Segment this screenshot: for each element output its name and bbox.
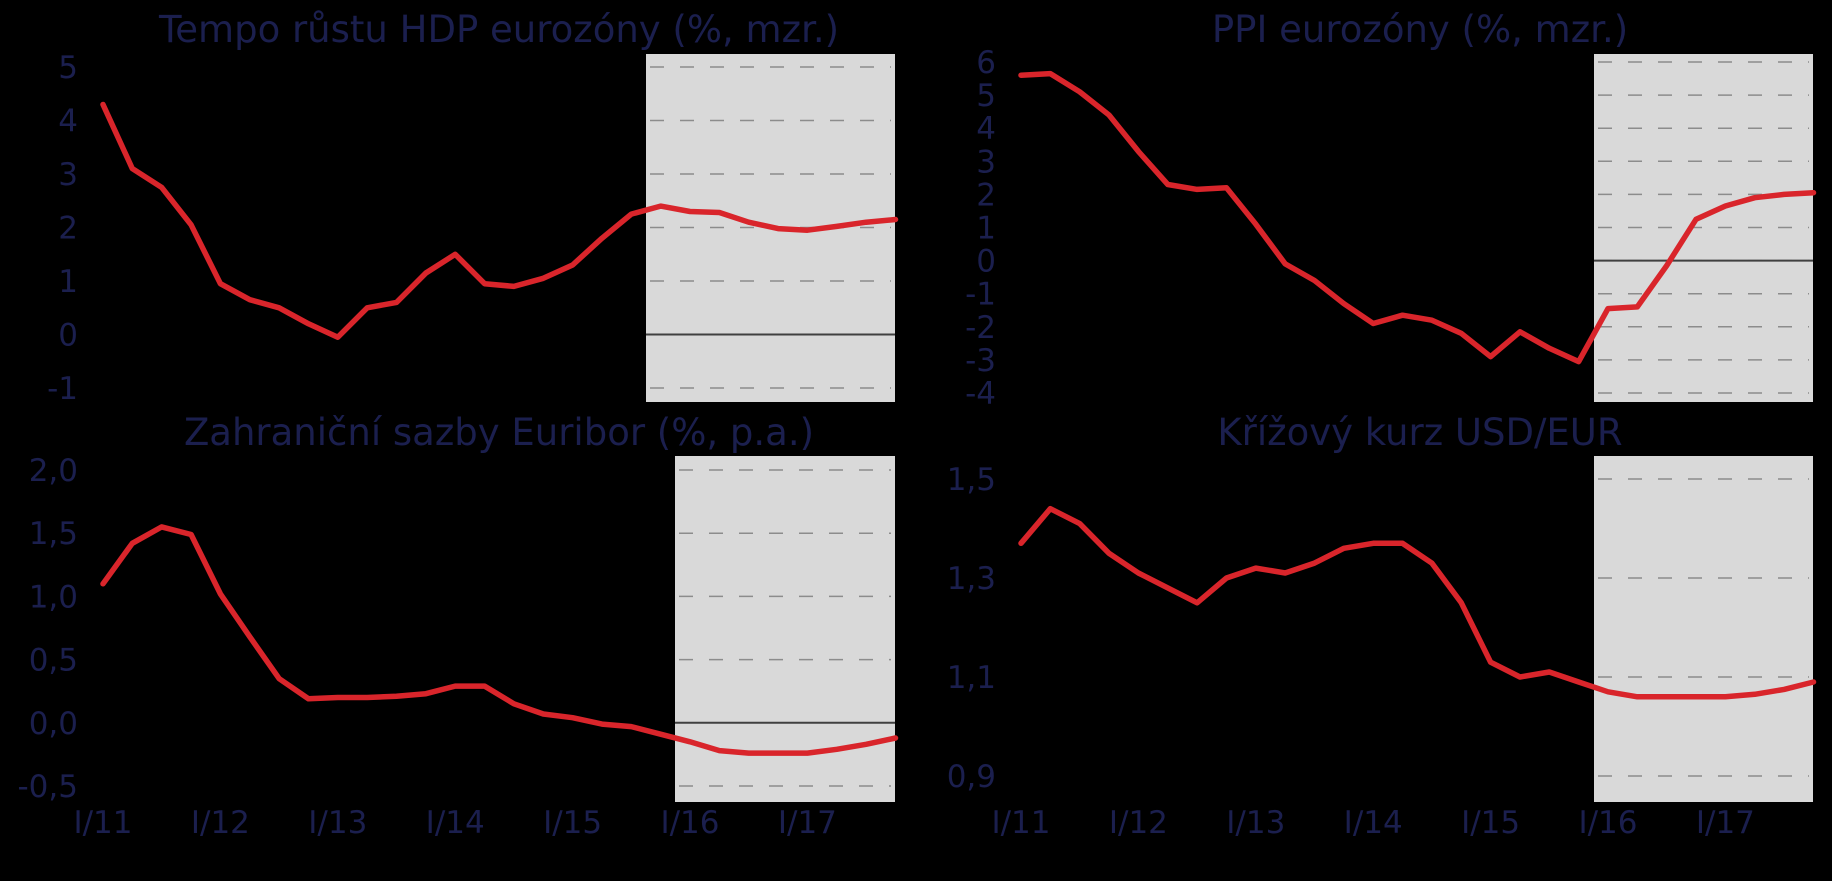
x-tick-label: I/14 — [1344, 805, 1403, 841]
plot-area-euribor: 2,0 1,5 1,0 0,5 0,0 -0,5I/11 I/12 I/13 I/14 I/15 I… — [18, 453, 899, 841]
y-tick-label: 1 — [58, 264, 78, 300]
x-tick-label: I/11 — [73, 805, 132, 841]
x-tick-label: I/16 — [1578, 805, 1637, 841]
y-tick-label: 1,5 — [29, 516, 78, 552]
x-tick-label: I/13 — [308, 805, 367, 841]
x-tick-label: I/16 — [660, 805, 719, 841]
forecast-region — [675, 456, 895, 802]
panel-usd-eur: Křížový kurz USD/EUR 1,5 1,3 1,1 0,9 I/11 I/1… — [947, 411, 1817, 841]
x-tick-label: I/17 — [1696, 805, 1755, 841]
series-line — [100, 524, 899, 756]
y-tick-label: 3 — [58, 157, 78, 193]
y-tick-label: 1,5 — [947, 462, 996, 498]
plot-area-usd-eur: 1,5 1,3 1,1 0,9 I/11 I/12 I/13 I/14 I/15 I/16 I/17 — [947, 456, 1817, 841]
plot-area-gdp: 5 4 3 2 1 0 -1 — [47, 50, 899, 407]
series-line — [1018, 505, 1817, 700]
y-tick-label: -1 — [47, 371, 78, 407]
y-tick-label: -0,5 — [18, 769, 79, 805]
forecast-region — [1594, 456, 1813, 802]
x-tick-label: I/17 — [778, 805, 837, 841]
x-tick-label: I/15 — [1461, 805, 1520, 841]
y-tick-label: 1,0 — [29, 579, 78, 615]
chart-title-usd-eur: Křížový kurz USD/EUR — [1217, 411, 1622, 454]
y-tick-label: 1 — [976, 211, 996, 247]
y-tick-label: 0,0 — [29, 706, 78, 742]
x-tick-label: I/12 — [1109, 805, 1168, 841]
y-tick-label: 4 — [976, 111, 996, 147]
y-tick-label: 0,9 — [947, 759, 996, 795]
chart-title-gdp: Tempo růstu HDP eurozóny (%, mzr.) — [158, 8, 839, 51]
x-tick-label: I/13 — [1226, 805, 1285, 841]
y-tick-label: -4 — [965, 376, 996, 412]
x-tick-label: I/11 — [991, 805, 1050, 841]
y-tick-label: -3 — [965, 343, 996, 379]
chart-title-euribor: Zahraniční sazby Euribor (%, p.a.) — [184, 411, 814, 454]
y-tick-label: 0 — [976, 244, 996, 280]
y-tick-label: 1,1 — [947, 660, 996, 696]
y-tick-label: 5 — [58, 50, 78, 86]
x-tick-label: I/12 — [191, 805, 250, 841]
y-tick-label: 4 — [58, 104, 78, 140]
y-tick-label: 6 — [976, 45, 996, 81]
chart-title-ppi: PPI eurozóny (%, mzr.) — [1212, 8, 1628, 51]
series-line — [1018, 70, 1817, 365]
y-tick-label: -2 — [965, 310, 996, 346]
y-tick-label: 2,0 — [29, 453, 78, 489]
y-tick-label: 3 — [976, 144, 996, 180]
y-tick-label: 2 — [976, 177, 996, 213]
y-tick-label: 0 — [58, 318, 78, 354]
y-tick-label: 0,5 — [29, 643, 78, 679]
panel-euribor: Zahraniční sazby Euribor (%, p.a.) 2,0 1,… — [18, 411, 899, 841]
y-tick-label: 2 — [58, 211, 78, 247]
x-tick-label: I/15 — [543, 805, 602, 841]
y-tick-label: 5 — [976, 78, 996, 114]
panel-gdp-growth: Tempo růstu HDP eurozóny (%, mzr.) 5 4 3 2 1… — [47, 8, 899, 407]
x-tick-label: I/14 — [426, 805, 485, 841]
series-line — [100, 101, 899, 340]
y-tick-label: -1 — [965, 277, 996, 313]
y-tick-label: 1,3 — [947, 561, 996, 597]
